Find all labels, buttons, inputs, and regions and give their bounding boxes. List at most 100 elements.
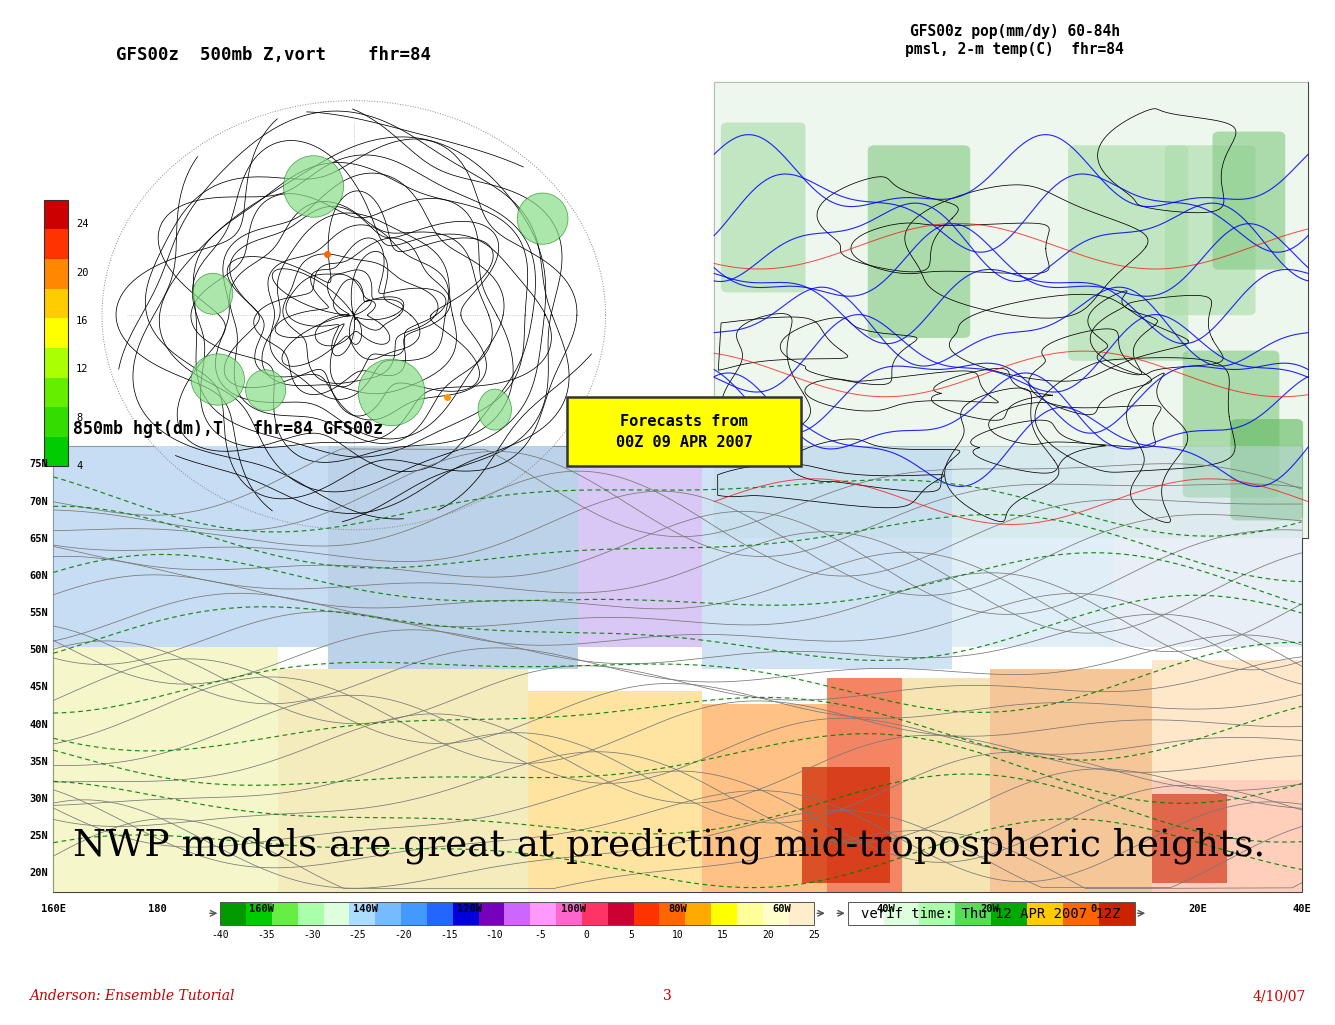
Text: 8: 8 xyxy=(76,413,83,423)
Ellipse shape xyxy=(478,390,511,430)
Text: 20: 20 xyxy=(762,930,774,940)
Text: 4: 4 xyxy=(76,461,83,472)
Text: -5: -5 xyxy=(534,930,546,940)
FancyBboxPatch shape xyxy=(53,647,278,892)
Text: 0: 0 xyxy=(1091,904,1097,914)
Text: 20N: 20N xyxy=(29,868,48,878)
FancyBboxPatch shape xyxy=(272,902,298,925)
FancyBboxPatch shape xyxy=(920,902,956,925)
FancyBboxPatch shape xyxy=(44,407,68,437)
FancyBboxPatch shape xyxy=(702,704,828,892)
FancyBboxPatch shape xyxy=(634,902,659,925)
FancyBboxPatch shape xyxy=(53,446,1302,892)
FancyBboxPatch shape xyxy=(505,902,530,925)
FancyBboxPatch shape xyxy=(557,902,582,925)
Ellipse shape xyxy=(192,274,232,315)
Text: -40: -40 xyxy=(211,930,230,940)
FancyBboxPatch shape xyxy=(44,289,68,319)
Text: 850mb hgt(dm),T   fhr=84 GFS00z: 850mb hgt(dm),T fhr=84 GFS00z xyxy=(73,419,383,438)
Text: 20: 20 xyxy=(76,268,88,278)
Text: 100W: 100W xyxy=(561,904,586,914)
Text: 65N: 65N xyxy=(29,534,48,544)
Text: 50N: 50N xyxy=(29,645,48,655)
Text: Forecasts from
00Z 09 APR 2007: Forecasts from 00Z 09 APR 2007 xyxy=(615,413,753,450)
FancyBboxPatch shape xyxy=(375,902,400,925)
FancyBboxPatch shape xyxy=(737,902,762,925)
Text: NWP models are great at predicting mid-tropospheric heights.: NWP models are great at predicting mid-t… xyxy=(73,827,1266,864)
FancyBboxPatch shape xyxy=(1212,131,1286,270)
FancyBboxPatch shape xyxy=(220,902,246,925)
FancyBboxPatch shape xyxy=(952,446,1115,647)
FancyBboxPatch shape xyxy=(956,902,991,925)
FancyBboxPatch shape xyxy=(828,678,902,892)
FancyBboxPatch shape xyxy=(607,902,634,925)
Ellipse shape xyxy=(517,193,567,244)
FancyBboxPatch shape xyxy=(246,902,272,925)
FancyBboxPatch shape xyxy=(1165,146,1256,316)
Text: 45N: 45N xyxy=(29,683,48,693)
Text: 25: 25 xyxy=(809,930,820,940)
Text: 30N: 30N xyxy=(29,793,48,804)
FancyBboxPatch shape xyxy=(712,902,737,925)
Text: verif time: Thu 12 APR 2007 12Z: verif time: Thu 12 APR 2007 12Z xyxy=(861,907,1120,921)
Text: -25: -25 xyxy=(348,930,366,940)
FancyBboxPatch shape xyxy=(278,668,527,892)
FancyBboxPatch shape xyxy=(44,347,68,377)
FancyBboxPatch shape xyxy=(44,437,68,466)
Text: -15: -15 xyxy=(441,930,458,940)
Text: 4/10/07: 4/10/07 xyxy=(1252,989,1306,1003)
FancyBboxPatch shape xyxy=(1027,902,1063,925)
FancyBboxPatch shape xyxy=(1152,660,1302,892)
FancyBboxPatch shape xyxy=(714,82,1308,538)
Text: 40N: 40N xyxy=(29,720,48,730)
Text: 60N: 60N xyxy=(29,571,48,581)
FancyBboxPatch shape xyxy=(582,902,607,925)
Text: 10: 10 xyxy=(672,930,684,940)
Text: 20E: 20E xyxy=(1188,904,1207,914)
Text: 25N: 25N xyxy=(29,831,48,842)
FancyBboxPatch shape xyxy=(53,446,328,647)
Text: 40W: 40W xyxy=(876,904,894,914)
FancyBboxPatch shape xyxy=(702,446,952,668)
Text: Anderson: Ensemble Tutorial: Anderson: Ensemble Tutorial xyxy=(29,989,235,1003)
Text: 120W: 120W xyxy=(457,904,482,914)
FancyBboxPatch shape xyxy=(884,902,920,925)
FancyBboxPatch shape xyxy=(80,82,627,548)
Ellipse shape xyxy=(101,100,606,530)
Text: 20W: 20W xyxy=(980,904,999,914)
FancyBboxPatch shape xyxy=(44,377,68,407)
Ellipse shape xyxy=(358,359,425,425)
FancyBboxPatch shape xyxy=(44,230,68,259)
FancyBboxPatch shape xyxy=(1183,351,1279,498)
FancyBboxPatch shape xyxy=(1063,902,1099,925)
FancyBboxPatch shape xyxy=(527,691,702,892)
FancyBboxPatch shape xyxy=(685,902,712,925)
FancyBboxPatch shape xyxy=(567,397,801,466)
FancyBboxPatch shape xyxy=(323,902,350,925)
FancyBboxPatch shape xyxy=(400,902,427,925)
Text: 16: 16 xyxy=(76,316,88,326)
FancyBboxPatch shape xyxy=(1152,793,1227,883)
Ellipse shape xyxy=(191,354,244,405)
Text: 40E: 40E xyxy=(1292,904,1311,914)
Text: 0: 0 xyxy=(583,930,589,940)
FancyBboxPatch shape xyxy=(1099,902,1135,925)
FancyBboxPatch shape xyxy=(991,902,1027,925)
FancyBboxPatch shape xyxy=(44,200,68,230)
Text: 70N: 70N xyxy=(29,496,48,506)
FancyBboxPatch shape xyxy=(328,446,578,668)
FancyBboxPatch shape xyxy=(848,902,884,925)
Text: 24: 24 xyxy=(76,219,88,230)
FancyBboxPatch shape xyxy=(298,902,323,925)
FancyBboxPatch shape xyxy=(44,259,68,289)
Text: 140W: 140W xyxy=(352,904,378,914)
Text: 15: 15 xyxy=(717,930,729,940)
FancyBboxPatch shape xyxy=(802,767,889,883)
Ellipse shape xyxy=(283,156,343,217)
FancyBboxPatch shape xyxy=(714,82,1308,538)
FancyBboxPatch shape xyxy=(1231,419,1303,521)
FancyBboxPatch shape xyxy=(659,902,685,925)
Text: -30: -30 xyxy=(303,930,320,940)
Ellipse shape xyxy=(246,370,286,411)
Text: 35N: 35N xyxy=(29,756,48,767)
